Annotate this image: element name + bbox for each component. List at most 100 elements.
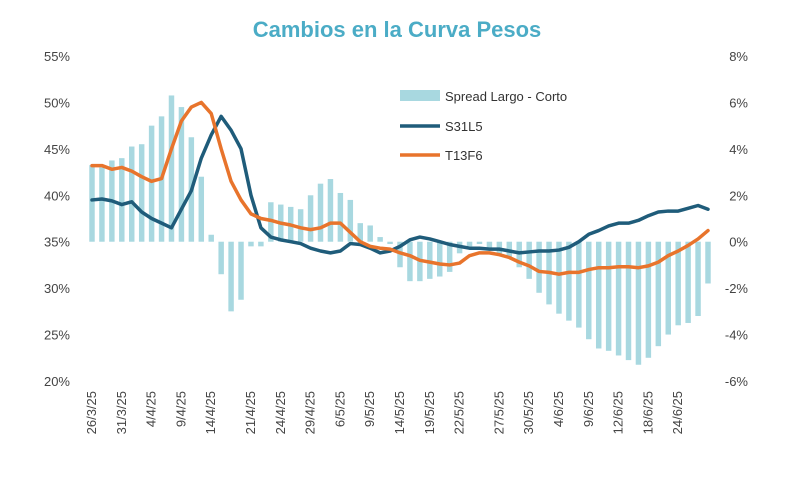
- spread-bar: [327, 179, 334, 242]
- spread-bar: [208, 234, 214, 242]
- spread-bar: [337, 192, 344, 242]
- spread-bar: [377, 237, 383, 242]
- spread-bar: [238, 241, 244, 300]
- x-tick-label: 24/4/25: [273, 391, 288, 434]
- spread-bar: [466, 241, 473, 247]
- x-tick-label: 21/4/25: [243, 391, 258, 434]
- spread-bar: [695, 241, 701, 316]
- spread-bar: [89, 165, 95, 242]
- left-tick-label: 45%: [44, 142, 70, 157]
- spread-bar: [655, 241, 662, 347]
- right-tick-label: 8%: [729, 49, 748, 64]
- spread-bar: [129, 146, 135, 242]
- line-s31l5: [90, 114, 710, 255]
- right-axis-ticks: -6% -4% -2% 0% 2% 4% 6% 8%: [725, 49, 749, 389]
- spread-bar: [605, 241, 612, 351]
- series-lines: [90, 100, 710, 276]
- spread-bar: [317, 183, 324, 242]
- left-tick-label: 35%: [44, 235, 70, 250]
- spread-bar: [625, 241, 632, 361]
- x-tick-label: 14/4/25: [203, 391, 218, 434]
- spread-bar: [198, 176, 205, 242]
- spread-bar: [705, 241, 711, 284]
- spread-bar: [675, 241, 681, 326]
- spread-bar: [635, 241, 642, 365]
- spread-bar: [258, 241, 264, 247]
- right-tick-label: -6%: [725, 374, 749, 389]
- spread-bar: [645, 241, 652, 358]
- left-tick-label: 30%: [44, 281, 70, 296]
- spread-bar: [119, 158, 125, 242]
- left-tick-label: 25%: [44, 328, 70, 343]
- spread-bar: [178, 107, 185, 242]
- x-tick-label: 18/6/25: [640, 391, 655, 434]
- x-axis-ticks: 26/3/25 31/3/25 4/4/25 9/4/25 14/4/25 21/4/25…: [84, 391, 685, 434]
- spread-bar: [218, 241, 224, 275]
- x-tick-label: 19/5/25: [422, 391, 437, 434]
- spread-bar: [168, 95, 175, 242]
- spread-bar: [665, 241, 671, 335]
- line-t13f6: [90, 100, 710, 276]
- spread-bar: [437, 241, 443, 277]
- chart-title: Cambios en la Curva Pesos: [253, 17, 542, 42]
- right-tick-label: 0%: [729, 235, 748, 250]
- spread-bar: [307, 195, 314, 242]
- legend: Spread Largo - Corto S31L5 T13F6: [400, 89, 567, 163]
- x-tick-label: 22/5/25: [452, 391, 467, 434]
- spread-bar: [586, 241, 592, 340]
- x-tick-label: 6/5/25: [332, 391, 347, 427]
- spread-bar: [486, 241, 493, 249]
- x-tick-label: 4/6/25: [551, 391, 566, 427]
- spread-bar: [407, 241, 413, 282]
- right-tick-label: 6%: [729, 95, 748, 110]
- spread-bar: [536, 241, 542, 293]
- spread-bar: [566, 241, 572, 321]
- legend-label: S31L5: [445, 119, 483, 134]
- spread-bar: [357, 223, 363, 242]
- x-tick-label: 9/6/25: [581, 391, 596, 427]
- right-tick-label: -4%: [725, 328, 749, 343]
- legend-label: T13F6: [445, 148, 483, 163]
- spread-bar: [446, 241, 453, 272]
- spread-bar: [595, 241, 602, 349]
- spread-bar: [615, 241, 622, 356]
- spread-bar: [99, 167, 105, 242]
- spread-bar: [228, 241, 234, 312]
- spread-bars: [89, 95, 711, 365]
- spread-bar: [427, 241, 433, 279]
- left-axis-ticks: 20% 25% 30% 35% 40% 45% 50% 55%: [44, 49, 70, 389]
- right-tick-label: -2%: [725, 281, 749, 296]
- left-tick-label: 20%: [44, 374, 70, 389]
- spread-bar: [248, 241, 254, 247]
- x-tick-label: 4/4/25: [144, 391, 159, 427]
- left-tick-label: 50%: [44, 95, 70, 110]
- x-tick-label: 26/3/25: [84, 391, 99, 434]
- x-tick-label: 30/5/25: [521, 391, 536, 434]
- x-tick-label: 12/6/25: [611, 391, 626, 434]
- spread-bar: [685, 241, 691, 323]
- spread-bar: [476, 241, 483, 245]
- spread-bar: [367, 225, 373, 242]
- x-tick-label: 9/5/25: [362, 391, 377, 427]
- left-tick-label: 55%: [44, 49, 70, 64]
- spread-bar: [387, 241, 393, 245]
- left-tick-label: 40%: [44, 188, 70, 203]
- x-tick-label: 29/4/25: [303, 391, 318, 434]
- right-tick-label: 2%: [729, 188, 748, 203]
- spread-bar: [138, 144, 145, 242]
- x-tick-label: 24/6/25: [670, 391, 685, 434]
- spread-bar: [297, 209, 304, 242]
- spread-bar: [526, 241, 532, 279]
- right-tick-label: 4%: [729, 142, 748, 157]
- x-tick-label: 9/4/25: [173, 391, 188, 427]
- x-tick-label: 31/3/25: [114, 391, 129, 434]
- legend-swatch-spread: [400, 90, 440, 101]
- spread-bar: [347, 199, 354, 242]
- x-tick-label: 14/5/25: [392, 391, 407, 434]
- spread-bar: [148, 125, 155, 242]
- spread-bar: [576, 241, 582, 328]
- legend-label: Spread Largo - Corto: [445, 89, 567, 104]
- x-tick-label: 27/5/25: [491, 391, 506, 434]
- spread-bar: [556, 241, 562, 314]
